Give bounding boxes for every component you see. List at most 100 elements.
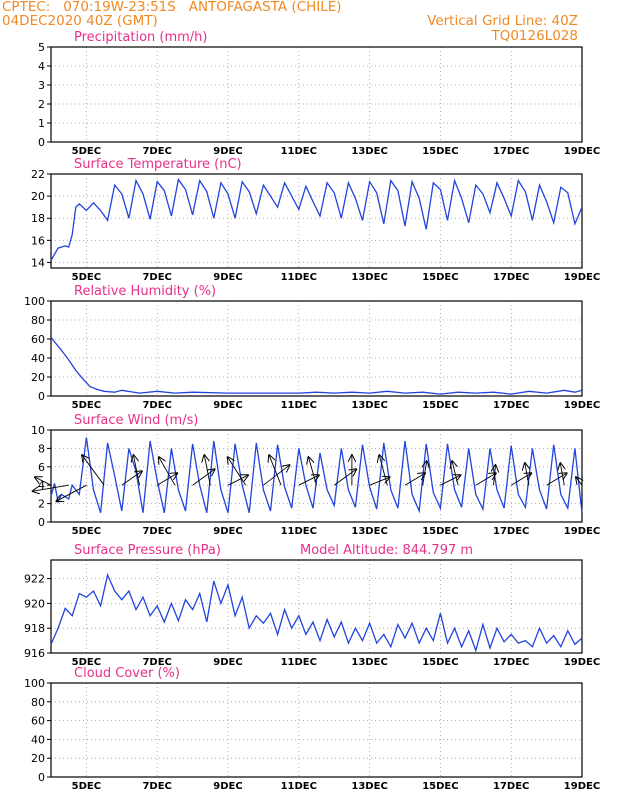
date-tick-label: 13DEC [351, 781, 387, 792]
date-tick-label: 19DEC [564, 400, 600, 411]
panel-title: Surface Temperature (nC) [74, 157, 242, 172]
date-tick-label: 17DEC [493, 146, 529, 157]
y-tick-label: 918 [24, 622, 45, 635]
model-altitude-label: Model Altitude: 844.797 m [300, 543, 473, 558]
date-tick-label: 7DEC [142, 146, 171, 157]
panel-frame [50, 559, 583, 654]
wind-vector [82, 455, 105, 486]
panel-6: 5DEC 7DEC 9DEC 11DEC 13DEC 15DEC 17DEC 19DEC 0 20… [24, 666, 600, 792]
wind-vector [369, 477, 390, 486]
header-date-line: 04DEC2020 40Z (GMT) [2, 13, 158, 29]
date-tick-label: 5DEC [72, 146, 101, 157]
y-tick-label: 2 [38, 498, 45, 511]
date-tick-label: 7DEC [142, 657, 171, 668]
date-tick-label: 13DEC [351, 272, 387, 283]
header-station-line: CPTEC: 070:19W-23:51S ANTOFAGASTA (CHILE… [2, 0, 342, 15]
y-tick-label: 100 [24, 677, 45, 690]
date-tick-label: 13DEC [351, 526, 387, 537]
y-tick-label: 0 [38, 771, 45, 784]
panel-title: Surface Pressure (hPa) [74, 543, 221, 558]
date-tick-label: 15DEC [422, 526, 458, 537]
date-tick-label: 19DEC [564, 657, 600, 668]
y-tick-label: 18 [31, 212, 45, 225]
date-tick-label: 19DEC [564, 146, 600, 157]
date-tick-label: 11DEC [281, 781, 317, 792]
panel-title: Cloud Cover (%) [74, 666, 180, 681]
date-tick-label: 5DEC [72, 526, 101, 537]
date-tick-label: 7DEC [142, 781, 171, 792]
wind-vector [576, 477, 582, 486]
panel-frame [50, 300, 583, 397]
panel-title: Precipitation (mm/h) [74, 30, 207, 45]
date-tick-label: 13DEC [351, 657, 387, 668]
panel-frame [50, 682, 583, 778]
panel-frame [50, 173, 583, 269]
wind-vector [156, 473, 177, 486]
series-line [50, 336, 583, 395]
date-tick-label: 7DEC [142, 526, 171, 537]
y-tick-label: 40 [31, 352, 45, 365]
date-tick-label: 7DEC [142, 272, 171, 283]
y-tick-label: 16 [31, 234, 45, 247]
wind-vector [269, 455, 282, 486]
date-tick-label: 19DEC [564, 272, 600, 283]
date-tick-label: 9DEC [213, 657, 242, 668]
wind-vector [510, 473, 531, 486]
y-tick-label: 20 [31, 371, 45, 384]
y-tick-label: 0 [38, 516, 45, 529]
date-tick-label: 15DEC [422, 400, 458, 411]
date-tick-label: 17DEC [493, 657, 529, 668]
wind-vector [525, 463, 529, 486]
wind-vector [56, 484, 87, 501]
wind-vector [423, 461, 427, 486]
y-tick-label: 6 [38, 461, 45, 474]
wind-vector [134, 455, 140, 486]
y-tick-label: 8 [38, 442, 45, 455]
y-tick-label: 80 [31, 314, 45, 327]
date-tick-label: 11DEC [281, 526, 317, 537]
wind-vector [379, 455, 388, 486]
wind-vector [452, 461, 459, 486]
wind-vector [440, 475, 460, 486]
date-tick-label: 9DEC [213, 146, 242, 157]
date-tick-label: 9DEC [213, 272, 242, 283]
y-tick-label: 4 [38, 60, 45, 73]
date-tick-label: 9DEC [213, 781, 242, 792]
header-grid-note: Vertical Grid Line: 40Z [427, 13, 578, 29]
y-tick-label: 40 [31, 733, 45, 746]
date-tick-label: 5DEC [72, 657, 101, 668]
y-tick-label: 0 [38, 136, 45, 149]
date-tick-label: 5DEC [72, 400, 101, 411]
panel-4: 5DEC 7DEC 9DEC 11DEC 13DEC 15DEC 17DEC 19DEC 0 2 4… [31, 413, 600, 537]
date-tick-label: 17DEC [493, 400, 529, 411]
wind-vector [35, 477, 52, 486]
y-tick-label: 60 [31, 333, 45, 346]
series-line [50, 572, 583, 653]
date-tick-label: 15DEC [422, 781, 458, 792]
panel-frame [50, 46, 583, 143]
date-tick-label: 11DEC [281, 146, 317, 157]
wind-vector [404, 473, 425, 486]
date-tick-label: 15DEC [422, 657, 458, 668]
wind-vector [309, 457, 317, 486]
date-tick-label: 13DEC [351, 146, 387, 157]
y-tick-label: 20 [31, 190, 45, 203]
wind-vector [560, 463, 564, 486]
date-tick-label: 17DEC [493, 526, 529, 537]
y-tick-label: 2 [38, 98, 45, 111]
panel-title: Relative Humidity (%) [74, 284, 216, 299]
y-tick-label: 5 [38, 41, 45, 54]
wind-vector [494, 465, 496, 486]
wind-vector [475, 473, 496, 486]
y-tick-label: 3 [38, 79, 45, 92]
date-tick-label: 5DEC [72, 781, 101, 792]
wind-vector [204, 455, 211, 486]
date-tick-label: 11DEC [281, 272, 317, 283]
date-tick-label: 9DEC [213, 400, 242, 411]
wind-vector [159, 457, 176, 486]
panel-1: 5DEC 7DEC 9DEC 11DEC 13DEC 15DEC 17DEC 19DEC 0 1 2… [38, 30, 600, 157]
y-tick-label: 100 [24, 295, 45, 308]
date-tick-label: 19DEC [564, 526, 600, 537]
wind-vector [192, 469, 215, 486]
